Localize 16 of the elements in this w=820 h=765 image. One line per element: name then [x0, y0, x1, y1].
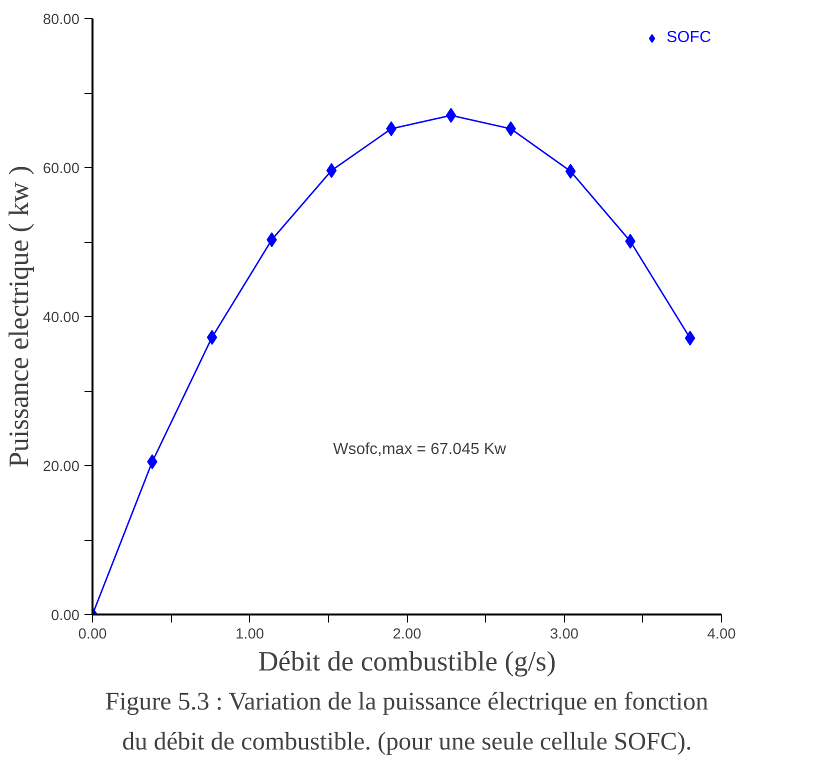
x-tick-label: 2.00: [392, 626, 422, 642]
y-tick-label: 40.00: [42, 310, 80, 326]
annotation: Wsofc,max = 67.045 Kw: [333, 441, 506, 458]
caption: Figure 5.3 : Variation de la puissance électrique en fonction: [105, 688, 709, 716]
x-tick-label: 1.00: [235, 626, 264, 642]
x-tick-label: 0.00: [78, 626, 107, 642]
legend-label: SOFC: [666, 29, 711, 47]
text: du débit de combustible. (pour une seule cellule SOFC).: [122, 728, 692, 756]
y-tick-label: 0.00: [50, 608, 80, 624]
y-tick-label: 20.00: [42, 459, 80, 475]
y-tick-label: 60.00: [42, 161, 80, 177]
x-axis-title: Débit de combustible (g/s): [258, 646, 556, 678]
x-tick-label: 3.00: [550, 626, 579, 642]
x-tick-label: 4.00: [707, 626, 736, 642]
y-tick-label: 80.00: [42, 12, 80, 28]
y-axis-title: Puissance electrique ( kw ): [4, 166, 35, 468]
